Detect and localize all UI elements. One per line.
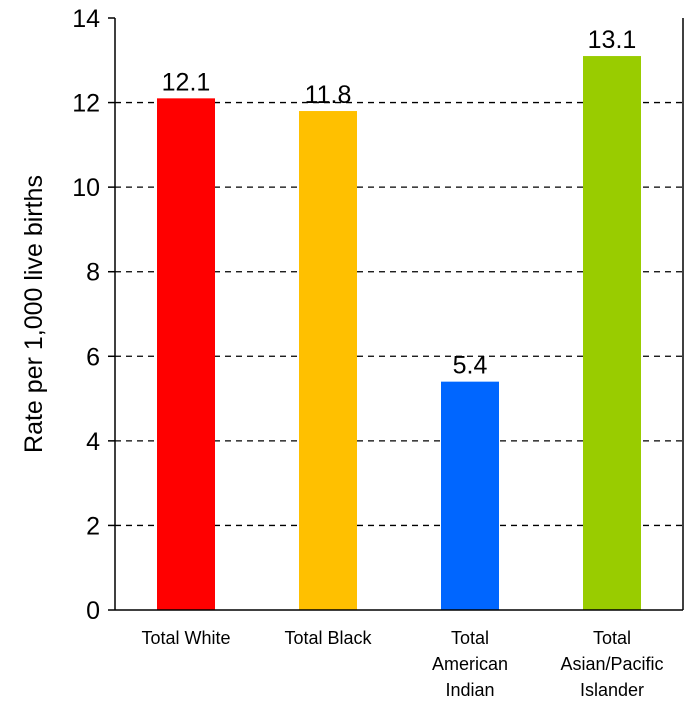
bar bbox=[583, 56, 641, 611]
category-label: American bbox=[432, 654, 508, 674]
y-tick-label: 2 bbox=[86, 512, 100, 540]
category-label: Total Black bbox=[284, 628, 372, 648]
category-label: Total bbox=[451, 628, 489, 648]
category-label: Asian/Pacific bbox=[560, 654, 663, 674]
y-tick-label: 12 bbox=[72, 90, 100, 118]
bar bbox=[441, 381, 499, 610]
y-tick-label: 6 bbox=[86, 343, 100, 371]
category-label: Indian bbox=[445, 680, 494, 700]
y-tick-labels: 0 2 4 6 8 10 12 14 bbox=[72, 5, 115, 625]
y-tick-label: 14 bbox=[72, 5, 100, 33]
data-label: 5.4 bbox=[453, 352, 488, 380]
y-axis-title: Rate per 1,000 live births bbox=[20, 175, 48, 453]
axes bbox=[114, 18, 684, 611]
bar bbox=[157, 98, 215, 610]
data-labels: 12.1 11.8 5.4 13.1 bbox=[162, 26, 637, 380]
category-labels: Total White Total Black Total American India… bbox=[141, 628, 663, 700]
y-tick-label: 0 bbox=[86, 597, 100, 625]
bar bbox=[299, 111, 357, 611]
category-label: Islander bbox=[580, 680, 644, 700]
y-tick-label: 8 bbox=[86, 259, 100, 287]
category-label: Total bbox=[593, 628, 631, 648]
data-label: 13.1 bbox=[588, 26, 637, 54]
y-tick-label: 10 bbox=[72, 174, 100, 202]
data-label: 11.8 bbox=[305, 81, 352, 109]
data-label: 12.1 bbox=[162, 68, 211, 96]
category-label: Total White bbox=[141, 628, 230, 648]
bars bbox=[157, 56, 641, 611]
y-tick-label: 4 bbox=[86, 428, 100, 456]
